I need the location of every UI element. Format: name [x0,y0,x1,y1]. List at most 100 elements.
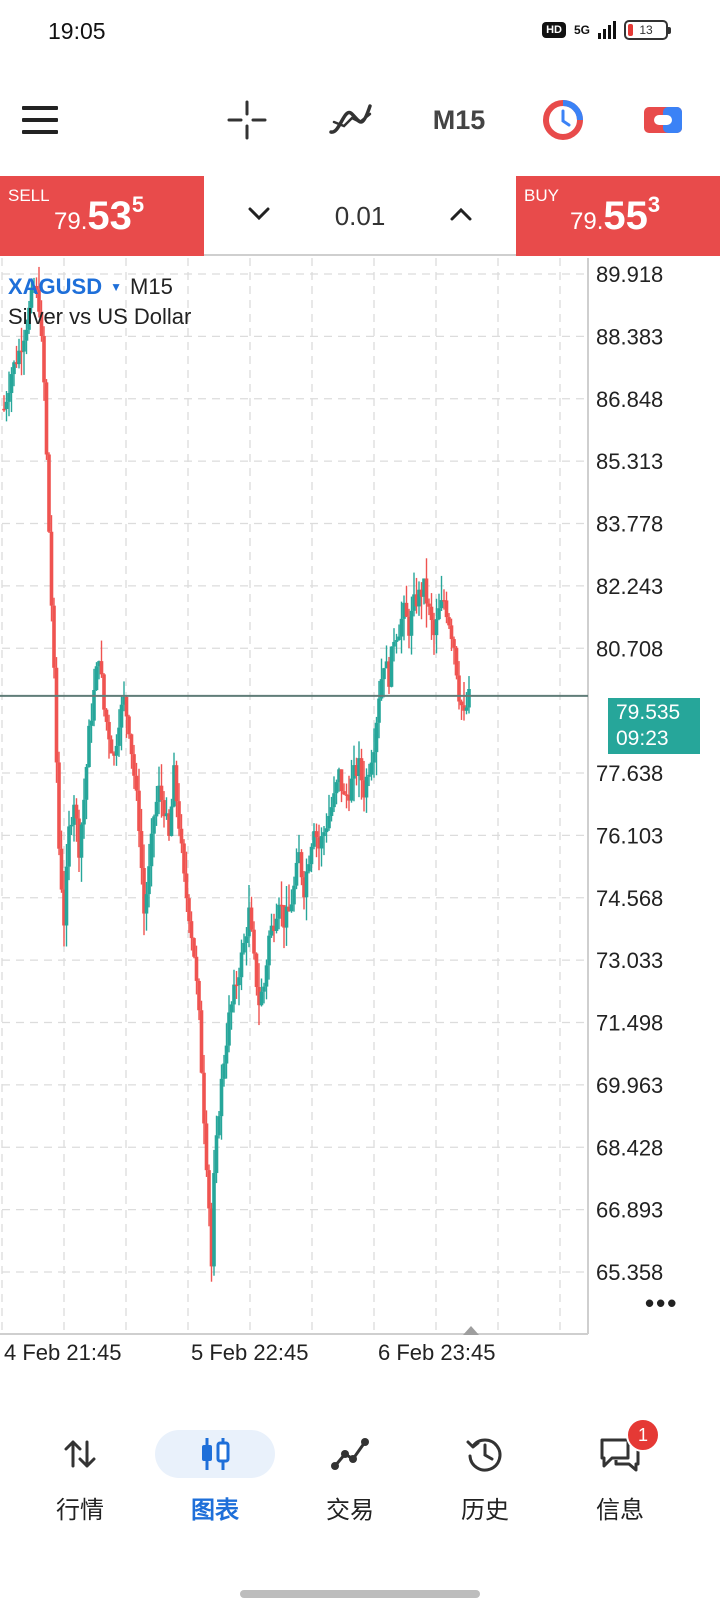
candle-body [337,769,341,783]
price-axis-label: 86.848 [596,387,663,412]
candle-body [394,640,399,642]
candle-body [122,696,126,705]
nav-item-quotes[interactable]: 行情 [10,1416,150,1556]
candle-body [179,828,184,844]
nav-item-messages[interactable]: 1 信息 [550,1416,690,1556]
candle-body [227,1012,231,1046]
more-options-icon[interactable]: ••• [645,1288,679,1318]
candle-body [402,602,406,619]
candle-body [132,754,136,776]
lot-size-value[interactable]: 0.01 [334,200,386,231]
crosshair-icon[interactable] [224,80,270,160]
candle-body [2,408,6,411]
candle-body [17,350,21,365]
candle-body [222,1063,226,1079]
candle-body [189,921,194,939]
candle-body [249,907,254,930]
candle-body [89,720,94,726]
candle-body [319,836,324,849]
candle-body [147,866,151,895]
home-indicator[interactable] [240,1590,480,1598]
candle-body [154,801,159,817]
one-click-trading-icon[interactable] [640,80,686,160]
candle-body [269,925,274,936]
candle-body [69,824,74,827]
network-type: 5G [573,23,590,37]
price-axis-label: 80.708 [596,636,663,661]
nav-label: 信息 [596,1497,644,1524]
indicators-icon[interactable] [328,80,374,160]
price-axis-label: 76.103 [596,823,663,848]
candle-body [12,362,16,375]
increase-lot-button[interactable] [448,205,474,228]
candle-body [134,775,139,791]
price-chart[interactable]: 89.918 88.383 86.848 85.313 83.778 82.243 80.7… [0,258,720,1382]
symbol-name[interactable]: XAGUSD [8,274,103,299]
candle-body [209,1208,214,1267]
candle-body [427,603,431,607]
candle-body [207,1170,211,1209]
candle-body [287,906,291,912]
candle-body [24,329,29,341]
buy-button[interactable]: BUY 79.553 [516,176,720,256]
candle-body [379,679,384,699]
candle-body [392,641,396,647]
price-axis-label: 73.033 [596,948,663,973]
nav-item-chart[interactable]: 图表 [145,1416,285,1556]
hamburger-menu-icon[interactable] [20,80,60,160]
candle-body [279,904,284,907]
current-price-tag: 79.535 09:23 [608,698,700,754]
candle-body [84,767,89,800]
candle-body [139,831,144,869]
candle-body [202,1072,206,1124]
candle-body [162,800,166,817]
buy-price-big: 55 [603,194,648,238]
candle-body [294,862,299,886]
candle-body [9,374,14,394]
candle-body [182,843,186,874]
time-axis-label: 6 Feb 23:45 [378,1340,495,1365]
one-click-trade-bar: SELL 79.535 0.01 BUY 79.553 [0,176,720,256]
nav-label: 图表 [191,1497,239,1524]
symbol-header[interactable]: XAGUSD ▼ M15 [8,274,173,300]
candle-body [387,661,391,687]
nav-item-trade[interactable]: 交易 [280,1416,420,1556]
candle-body [114,745,119,756]
candle-body [157,785,161,802]
candle-body [97,661,101,667]
candle-body [274,918,279,931]
candle-body [177,801,181,829]
price-axis-label: 74.568 [596,886,663,911]
divider [204,254,516,256]
candle-body [404,602,409,617]
price-axis-label: 83.778 [596,512,663,537]
chevron-down-icon [248,207,270,220]
candle-body [232,984,236,1005]
sell-button[interactable]: SELL 79.535 [0,176,204,256]
candle-body [172,765,176,807]
candle-body [102,674,106,710]
candle-body [304,871,309,898]
candle-body [49,531,54,606]
chevron-up-icon [450,207,472,220]
candle-body [437,608,441,620]
scroll-to-end-icon [463,1326,479,1335]
timeframe-button[interactable]: M15 [432,104,486,135]
candle-body [27,307,31,330]
candle-body [39,311,44,337]
candle-body [324,828,329,833]
decrease-lot-button[interactable] [246,205,272,228]
candle-body [32,285,36,290]
candle-body [369,762,374,775]
candle-body [414,594,419,607]
candle-body [359,758,364,781]
nav-item-history[interactable]: 历史 [415,1416,555,1556]
clock-icon[interactable] [540,80,586,160]
candle-body [72,804,76,825]
caret-down-icon[interactable]: ▼ [110,280,123,294]
chart-canvas[interactable]: 89.918 88.383 86.848 85.313 83.778 82.243 80.7… [0,258,720,1382]
candle-body [372,752,376,763]
price-axis-label: 85.313 [596,449,663,474]
candle-body [449,625,454,640]
candle-body [264,965,269,987]
